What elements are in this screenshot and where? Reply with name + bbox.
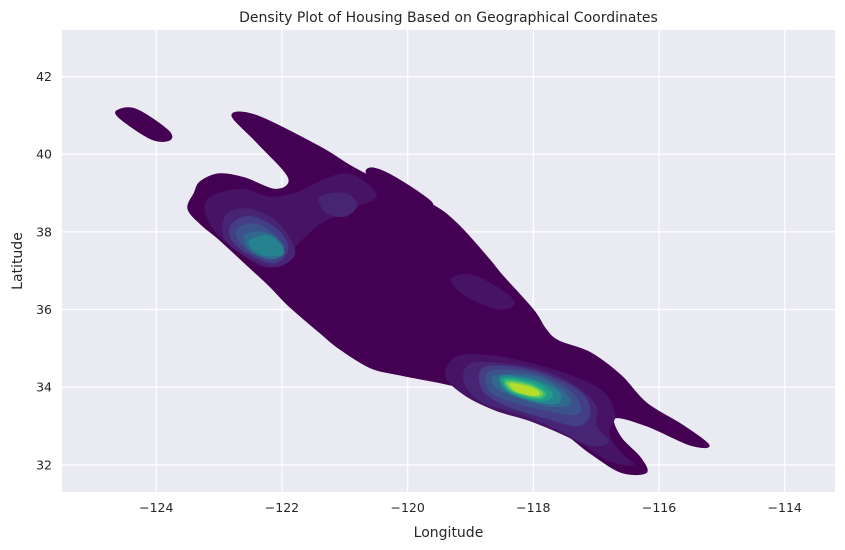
x-tick-label: −114	[768, 500, 802, 515]
density-level-1	[115, 107, 173, 142]
y-tick-label: 34	[36, 380, 52, 395]
density-level-3	[318, 192, 358, 218]
density-level-7	[248, 235, 285, 257]
tick-labels: −124 −122 −120 −118 −116 −114 32 34 36 38 40 42	[36, 69, 802, 515]
y-tick-label: 36	[36, 302, 52, 317]
density-level-2	[450, 273, 515, 310]
y-tick-label: 32	[36, 457, 52, 472]
y-tick-label: 38	[36, 224, 52, 239]
x-tick-label: −124	[139, 500, 173, 515]
x-axis-label: Longitude	[414, 525, 484, 541]
y-tick-label: 40	[36, 147, 52, 162]
x-tick-label: −122	[265, 500, 299, 515]
density-contours	[115, 107, 710, 476]
chart-title: Density Plot of Housing Based on Geograp…	[239, 10, 658, 26]
y-axis-label: Latitude	[10, 232, 26, 290]
y-tick-label: 42	[36, 69, 52, 84]
x-tick-label: −120	[390, 500, 424, 515]
x-tick-label: −116	[642, 500, 676, 515]
density-level-11	[509, 382, 540, 397]
x-tick-label: −118	[516, 500, 550, 515]
